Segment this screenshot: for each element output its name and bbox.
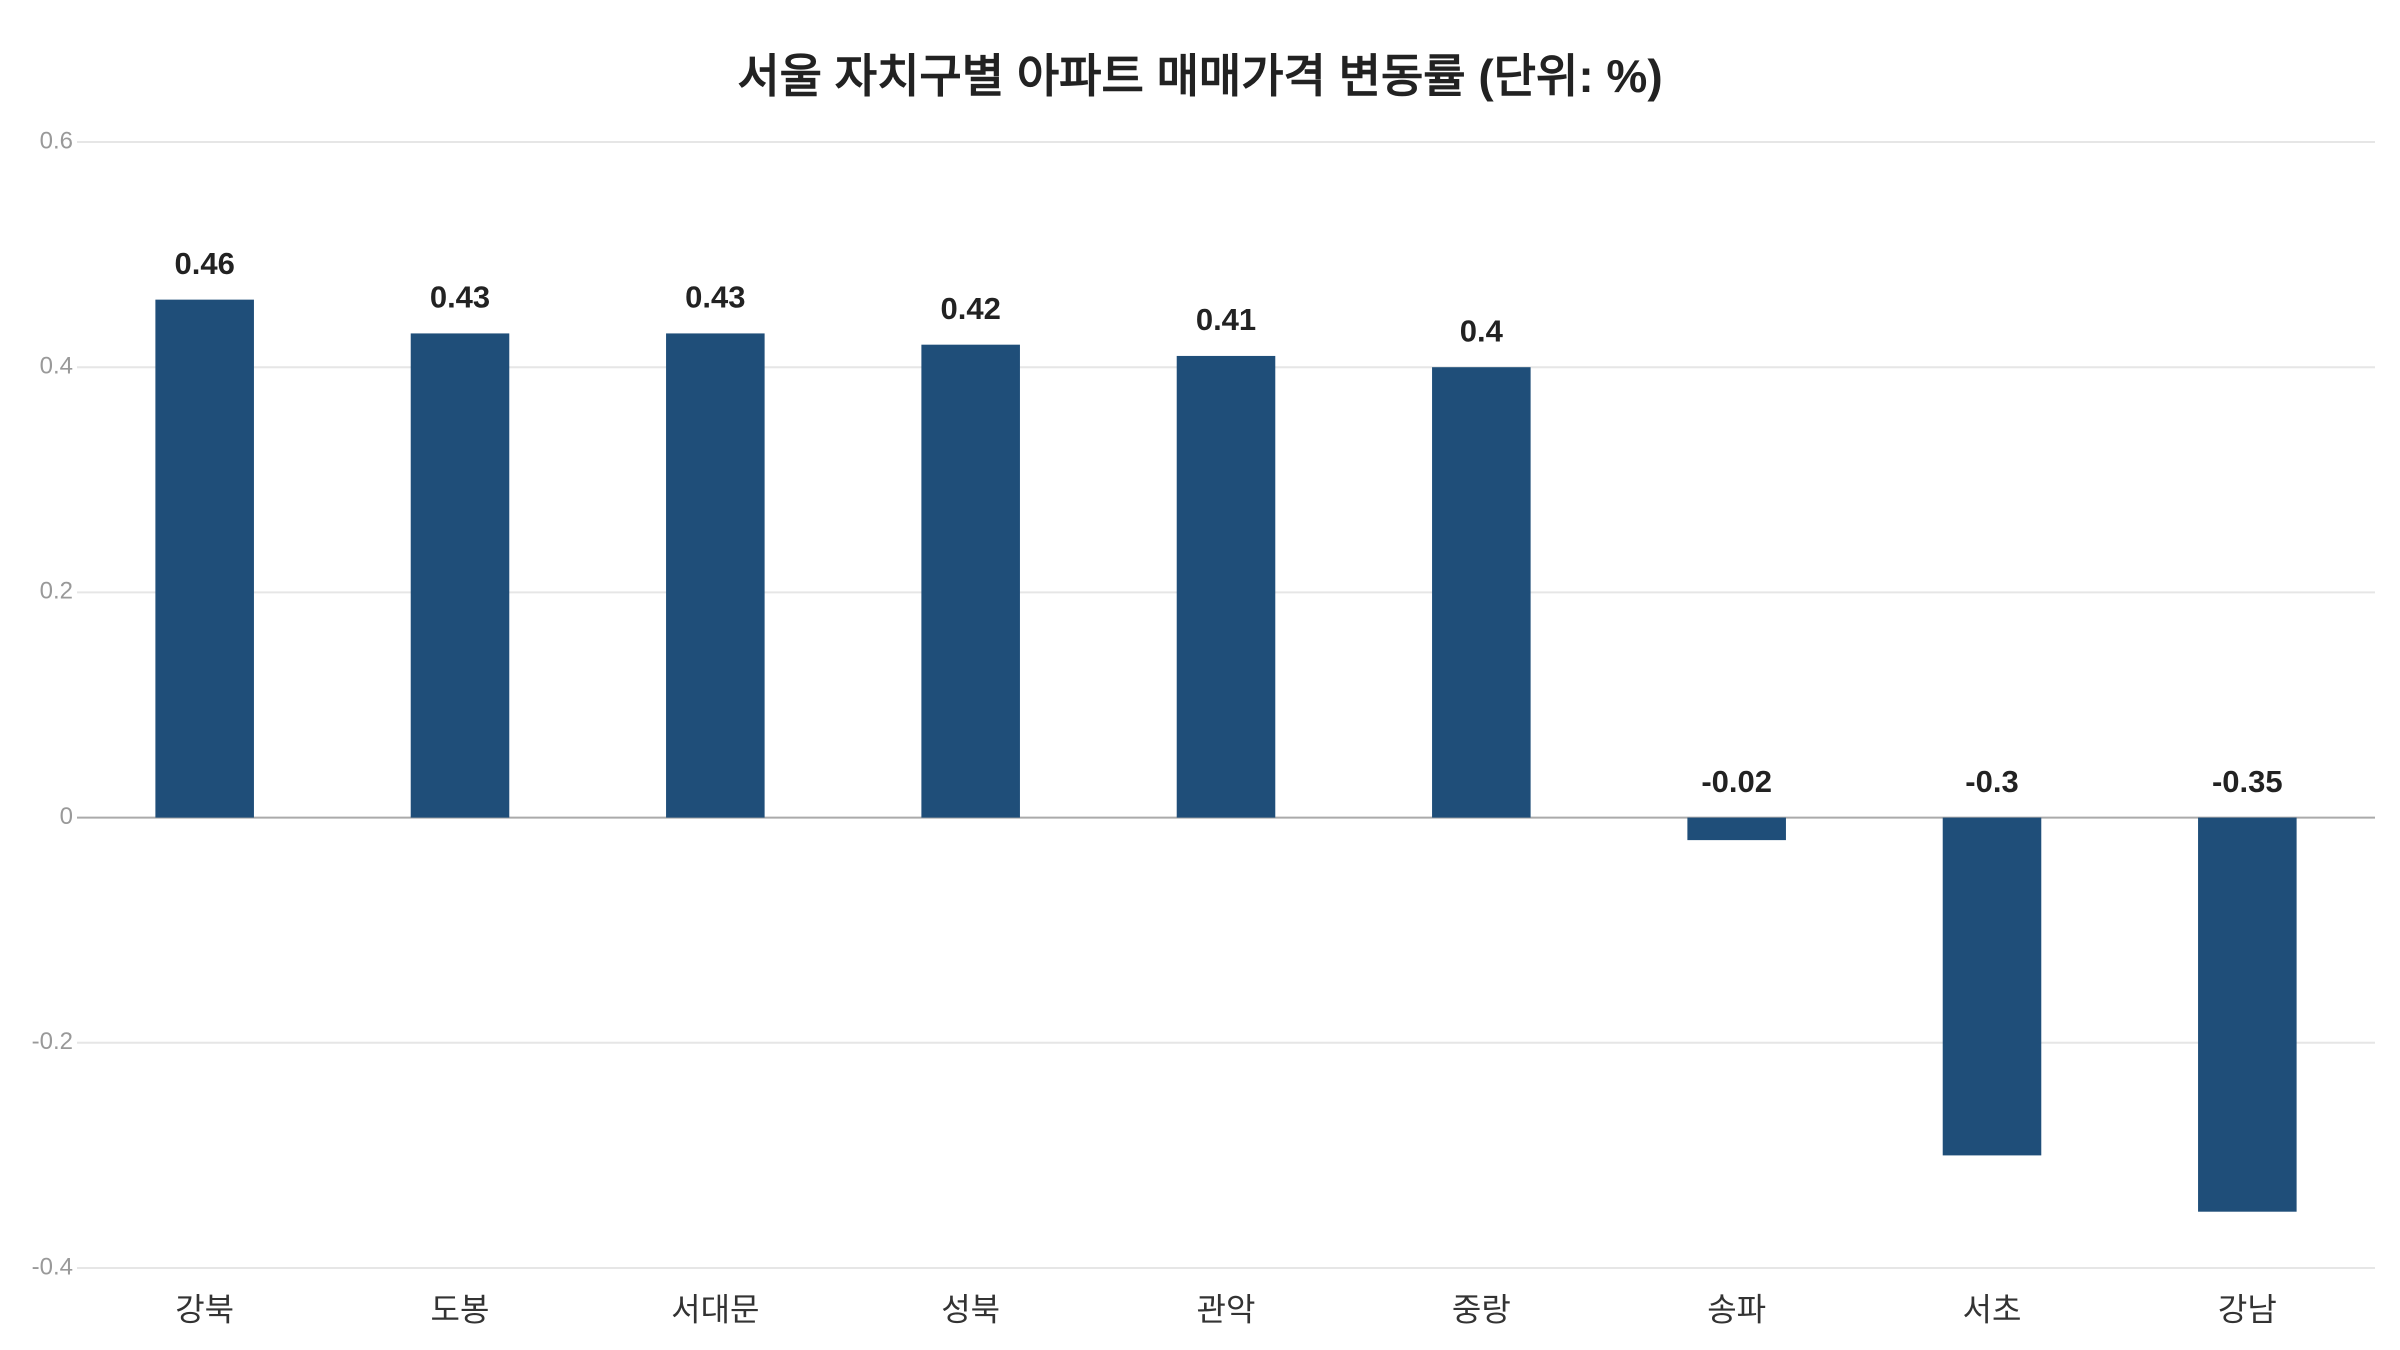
y-tick-label: 0 — [60, 803, 73, 830]
y-tick-label: 0.6 — [40, 127, 73, 154]
bar — [2198, 817, 2297, 1212]
y-tick-label: 0.4 — [40, 353, 73, 380]
x-tick-label: 도봉 — [431, 1291, 490, 1327]
bar — [1687, 817, 1786, 841]
value-label: -0.35 — [2212, 764, 2283, 799]
x-tick-label: 송파 — [1707, 1291, 1766, 1327]
chart-title: 서울 자치구별 아파트 매매가격 변동률 (단위: %) — [737, 50, 1662, 102]
bar — [666, 333, 765, 818]
y-tick-label: -0.4 — [32, 1253, 73, 1280]
x-tick-label: 서초 — [1963, 1291, 2022, 1327]
value-label: -0.3 — [1965, 764, 2018, 799]
value-label: 0.46 — [174, 246, 234, 281]
x-tick-label: 성북 — [941, 1291, 1000, 1327]
bar — [410, 333, 510, 818]
bar — [921, 344, 1020, 818]
value-label: -0.02 — [1701, 764, 1772, 799]
y-tick-label: -0.2 — [32, 1028, 73, 1055]
bar — [1942, 817, 2042, 1156]
value-label: 0.4 — [1460, 313, 1504, 348]
x-tick-label: 강남 — [2218, 1291, 2277, 1327]
x-tick-label: 중랑 — [1452, 1291, 1511, 1327]
x-tick-label: 관악 — [1197, 1291, 1256, 1327]
bar — [1432, 367, 1531, 818]
value-label: 0.42 — [940, 291, 1000, 326]
y-tick-label: 0.2 — [40, 578, 73, 605]
x-tick-label: 서대문 — [671, 1291, 759, 1327]
bar — [1176, 355, 1276, 818]
x-tick-label: 강북 — [175, 1291, 234, 1327]
value-label: 0.43 — [685, 280, 745, 315]
value-label: 0.41 — [1196, 302, 1256, 337]
value-label: 0.43 — [430, 280, 490, 315]
bar — [155, 299, 254, 818]
